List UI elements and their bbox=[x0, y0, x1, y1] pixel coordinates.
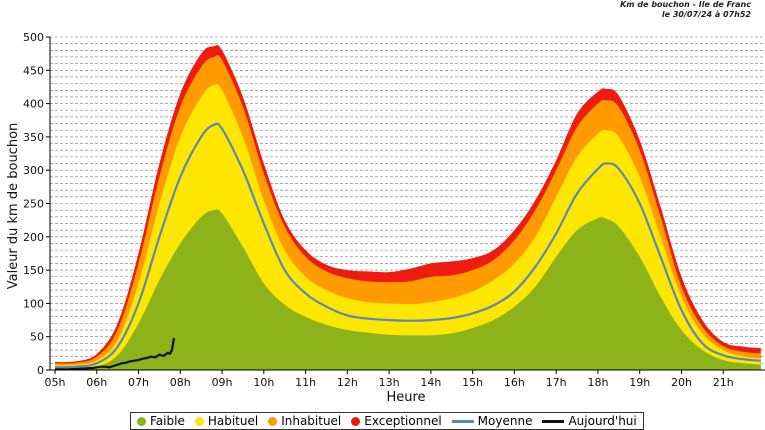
x-axis-label: Heure bbox=[386, 390, 425, 405]
x-tick-label: 21h bbox=[713, 376, 734, 389]
x-tick-label: 17h bbox=[546, 376, 567, 389]
y-tick-label: 350 bbox=[23, 131, 44, 144]
legend-swatch bbox=[351, 416, 361, 426]
y-tick-label: 150 bbox=[23, 264, 44, 277]
x-tick-label: 07h bbox=[128, 376, 149, 389]
x-tick-label: 08h bbox=[170, 376, 191, 389]
traffic-jam-chart: 0 50 100 150 200 250 300 350 400 450 500 05h 06h 07h… bbox=[6, 31, 765, 405]
x-tick-label: 10h bbox=[253, 376, 274, 389]
legend-swatch bbox=[268, 416, 278, 426]
series-lines bbox=[54, 122, 761, 371]
legend-item: Inhabituel bbox=[268, 414, 341, 428]
x-tick-label: 06h bbox=[86, 376, 107, 389]
legend-item: Habituel bbox=[194, 414, 259, 428]
x-tick-label: 20h bbox=[671, 376, 692, 389]
legend-label: Aujourd'hui bbox=[568, 414, 637, 428]
legend-label: Inhabituel bbox=[281, 414, 342, 428]
y-axis-label: Valeur du km de bouchon bbox=[6, 123, 21, 290]
legend-label: Exceptionnel bbox=[364, 414, 442, 428]
legend-item: Exceptionnel bbox=[351, 414, 442, 428]
x-tick-label: 05h bbox=[45, 376, 66, 389]
legend-label: Faible bbox=[150, 414, 185, 428]
x-tick-label: 14h bbox=[420, 376, 441, 389]
y-tick-label: 100 bbox=[23, 297, 44, 310]
y-tick-label: 0 bbox=[37, 364, 44, 377]
x-tick-label: 16h bbox=[504, 376, 525, 389]
x-tick-label: 19h bbox=[629, 376, 650, 389]
y-tick-label: 200 bbox=[23, 231, 44, 244]
x-tick-label: 09h bbox=[212, 376, 233, 389]
y-tick-labels: 0 50 100 150 200 250 300 350 400 450 500 bbox=[23, 31, 50, 377]
x-tick-label: 12h bbox=[337, 376, 358, 389]
legend-label: Moyenne bbox=[477, 414, 533, 428]
legend-item: Moyenne bbox=[451, 414, 533, 428]
y-tick-label: 450 bbox=[23, 64, 44, 77]
area-bands bbox=[55, 44, 761, 371]
x-tick-label: 13h bbox=[379, 376, 400, 389]
y-tick-label: 300 bbox=[23, 164, 44, 177]
y-tick-label: 50 bbox=[30, 331, 44, 344]
legend-label: Habituel bbox=[207, 414, 259, 428]
legend-swatch bbox=[451, 419, 474, 423]
y-tick-label: 250 bbox=[23, 198, 44, 211]
x-tick-labels: 05h 06h 07h 08h 09h 10h 11h 12h 13h 14h 15h 16h 17h 1… bbox=[45, 370, 734, 389]
series-line-moyenne bbox=[54, 122, 761, 369]
y-tick-label: 400 bbox=[23, 98, 44, 111]
legend-swatch bbox=[137, 416, 146, 426]
chart-header-timestamp: le 30/07/24 à 07h52 bbox=[661, 10, 751, 19]
legend-item: Aujourd'hui bbox=[542, 414, 637, 428]
legend-swatch bbox=[194, 416, 204, 426]
legend-swatch bbox=[542, 419, 565, 423]
y-tick-label: 500 bbox=[23, 31, 44, 44]
legend: Faible Habituel Inhabituel Exceptionnel Moye… bbox=[130, 412, 644, 430]
x-tick-label: 18h bbox=[587, 376, 608, 389]
area-band-faible bbox=[55, 209, 761, 370]
legend-item: Faible bbox=[137, 414, 185, 428]
x-tick-label: 11h bbox=[295, 376, 316, 389]
series-line-aujourdhui bbox=[55, 337, 176, 371]
x-tick-label: 15h bbox=[462, 376, 483, 389]
chart-header-title: Km de bouchon - Ile de Franc bbox=[620, 0, 751, 9]
